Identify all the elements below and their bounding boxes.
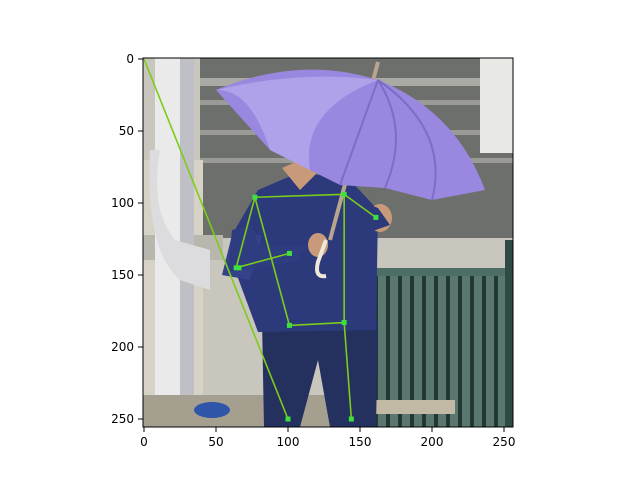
x-axis: 0 50 100 150 200 250: [140, 427, 515, 449]
y-tick-label: 250: [111, 412, 134, 426]
keypoint-marker: [286, 250, 292, 256]
skeleton-edge: [343, 193, 377, 219]
skeleton-points: [233, 191, 379, 422]
skeleton-edge: [343, 322, 353, 420]
skeleton-edge: [254, 193, 345, 199]
skeleton-edge: [289, 321, 345, 327]
photo: [143, 58, 513, 427]
keypoint-marker: [286, 322, 292, 328]
keypoint-marker: [348, 416, 354, 422]
keypoint-marker: [341, 320, 347, 326]
keypoint-marker: [236, 265, 242, 271]
skeleton-edge: [254, 197, 291, 326]
keypoint-marker: [233, 265, 239, 271]
x-tick-label: 250: [493, 435, 516, 449]
skeleton-edge: [235, 252, 290, 269]
keypoint-marker: [285, 416, 291, 422]
y-tick-label: 100: [111, 196, 134, 210]
x-tick-label: 50: [208, 435, 223, 449]
axes-frame: [142, 57, 514, 428]
skeleton-edge: [235, 197, 256, 269]
skeleton-edge: [143, 58, 289, 420]
skeleton-edges: [143, 58, 377, 420]
y-tick-label: 50: [119, 124, 134, 138]
keypoint-marker: [252, 194, 258, 200]
x-tick-label: 150: [349, 435, 372, 449]
keypoint-marker: [373, 214, 379, 220]
x-tick-label: 0: [140, 435, 148, 449]
x-tick-label: 200: [421, 435, 444, 449]
y-tick-label: 200: [111, 340, 134, 354]
y-tick-label: 0: [126, 52, 134, 66]
y-axis: 0 50 100 150 200 250: [111, 52, 143, 426]
keypoint-marker: [341, 191, 347, 197]
x-tick-label: 100: [277, 435, 300, 449]
y-tick-label: 150: [111, 268, 134, 282]
